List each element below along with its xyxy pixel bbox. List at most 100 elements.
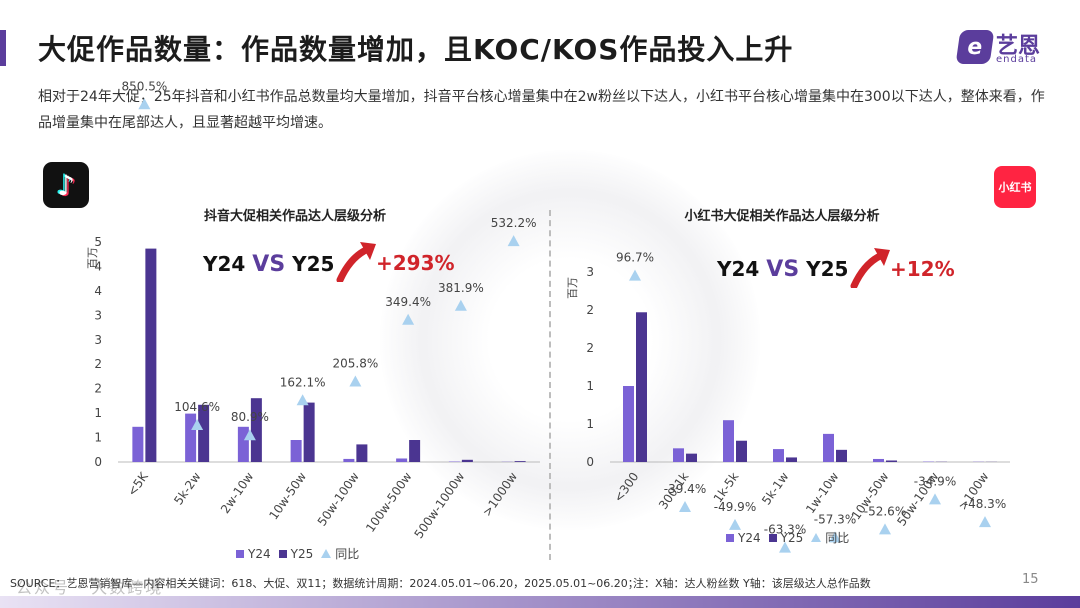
douyin-yoy-marker: [243, 429, 256, 441]
xhs-bar-y25: [636, 312, 647, 462]
xhs-x-tick-label: 5k-1w: [759, 470, 791, 508]
douyin-bar-y24: [185, 413, 197, 462]
douyin-y-tick-label: 2: [94, 382, 102, 396]
xhs-y-tick-label: 2: [586, 341, 594, 355]
xhs-compare-label: Y24 VS Y25: [717, 257, 848, 282]
douyin-y-tick-label: 2: [94, 357, 102, 371]
douyin-yoy-label: 850.5%: [121, 79, 167, 93]
logo-english-text: endata: [996, 54, 1038, 65]
douyin-legend: Y24 Y25 同比: [236, 545, 359, 562]
xhs-bar-y24: [723, 420, 734, 462]
douyin-yoy-marker: [138, 98, 151, 110]
xhs-bar-y24: [623, 386, 634, 462]
endata-logo: e 艺恩 endata: [955, 28, 1058, 68]
xhs-yoy-label: -49.9%: [714, 500, 756, 514]
douyin-y-axis-label: 百万: [86, 247, 99, 269]
douyin-yoy-marker: [507, 235, 520, 247]
douyin-bar-y25: [250, 398, 262, 462]
douyin-x-tick-label: 500w-1000w: [411, 470, 467, 542]
douyin-yoy-label: 381.9%: [438, 281, 484, 295]
douyin-x-tick-label: >1000w: [480, 470, 520, 519]
douyin-bar-y25: [356, 444, 368, 462]
douyin-yoy-label: 162.1%: [280, 375, 326, 389]
douyin-x-tick-label: 5k-2w: [171, 470, 203, 508]
xhs-bar-y25: [736, 440, 747, 462]
douyin-y-tick-label: 4: [94, 259, 102, 273]
xhs-bar-y25: [836, 449, 847, 462]
douyin-yoy-marker: [191, 419, 204, 431]
compare-y24: Y24: [203, 252, 246, 276]
douyin-bar-y25: [198, 404, 210, 462]
xhs-bar-y24: [823, 433, 834, 462]
xhs-y-tick-label: 1: [586, 379, 594, 393]
douyin-yoy-marker: [349, 375, 362, 387]
compare-vs: VS: [766, 257, 800, 282]
tiktok-logo-icon: ♪: [43, 162, 89, 208]
douyin-yoy-marker: [402, 313, 415, 325]
douyin-bar-y24: [396, 458, 408, 462]
douyin-x-tick-label: 100w-500w: [363, 470, 415, 535]
xhs-yoy-label: -48.3%: [964, 497, 1006, 511]
xhs-yoy-marker: [829, 531, 841, 543]
xhs-yoy-label: -34.9%: [914, 474, 956, 488]
douyin-bar-y24: [343, 458, 355, 462]
xhs-y-tick-label: 3: [586, 265, 594, 279]
xhs-bar-y24: [673, 448, 684, 462]
compare-y25: Y25: [806, 257, 849, 281]
xhs-yoy-marker: [679, 500, 691, 512]
legend-y25: Y25: [278, 547, 313, 561]
douyin-compare-label: Y24 VS Y25: [203, 252, 334, 277]
douyin-x-tick-label: 10w-50w: [266, 470, 309, 523]
douyin-bar-y24: [132, 426, 144, 462]
douyin-bar-y25: [409, 440, 421, 462]
xhs-bar-y25: [686, 453, 697, 462]
xhs-y-tick-label: 0: [586, 455, 594, 469]
legend-y24: Y24: [726, 531, 761, 545]
xhs-growth-arrow-icon: [850, 248, 890, 288]
legend-y25: Y25: [768, 531, 803, 545]
xhs-x-tick-label: 1w-10w: [803, 470, 841, 517]
douyin-x-tick-label: <5K: [125, 469, 152, 499]
douyin-bar-y24: [290, 440, 302, 462]
xhs-yoy-marker: [879, 523, 891, 535]
douyin-y-tick-label: 0: [94, 455, 102, 469]
douyin-x-tick-label: 50w-100w: [315, 470, 362, 529]
xhs-bar-y25: [886, 460, 897, 462]
xhs-y-axis-label: 百万: [566, 277, 579, 299]
xiaohongshu-logo-icon: 小红书: [994, 166, 1036, 208]
xhs-yoy-label: -57.3%: [814, 512, 856, 526]
xhs-yoy-marker: [979, 516, 991, 528]
douyin-growth-value: +293%: [376, 251, 455, 275]
douyin-chart-title: 抖音大促相关作品达人层级分析: [204, 208, 386, 224]
douyin-yoy-label: 532.2%: [491, 216, 537, 230]
xhs-y-tick-label: 2: [586, 303, 594, 317]
douyin-x-tick-label: 2w-10w: [218, 470, 256, 517]
douyin-yoy-marker: [454, 299, 467, 311]
xhs-yoy-label: 96.7%: [616, 251, 654, 265]
douyin-y-tick-label: 1: [94, 406, 102, 420]
douyin-y-tick-label: 1: [94, 431, 102, 445]
douyin-y-tick-label: 5: [94, 235, 102, 249]
douyin-yoy-label: 104.6%: [174, 400, 220, 414]
xhs-yoy-label: -63.3%: [764, 523, 806, 537]
compare-y25: Y25: [292, 252, 335, 276]
compare-vs: VS: [252, 252, 286, 277]
page-number: 15: [1022, 572, 1039, 587]
xhs-growth-value: +12%: [890, 257, 955, 281]
axis-note: 注：X轴：达人粉丝数 Y轴：该层级达人总作品数: [633, 577, 871, 590]
title-accent-bar: [0, 30, 6, 66]
douyin-yoy-label: 349.4%: [385, 295, 431, 309]
xhs-legend: Y24 Y25 同比: [726, 529, 849, 546]
douyin-y-tick-label: 4: [94, 284, 102, 298]
xhs-bar-y24: [873, 458, 884, 462]
summary-description: 相对于24年大促，25年抖音和小红书作品总数量均大量增加，抖音平台核心增量集中在…: [38, 89, 1045, 131]
xhs-bar-y25: [786, 457, 797, 462]
xhs-yoy-marker: [629, 269, 641, 281]
douyin-y-tick-label: 3: [94, 333, 102, 347]
xhs-yoy-label: -39.4%: [664, 482, 706, 496]
xhs-yoy-label: -52.6%: [864, 504, 906, 518]
page-title: 大促作品数量：作品数量增加，且KOC/KOS作品投入上升: [38, 33, 794, 66]
douyin-bar-y25: [461, 459, 473, 462]
legend-y24: Y24: [236, 547, 271, 561]
